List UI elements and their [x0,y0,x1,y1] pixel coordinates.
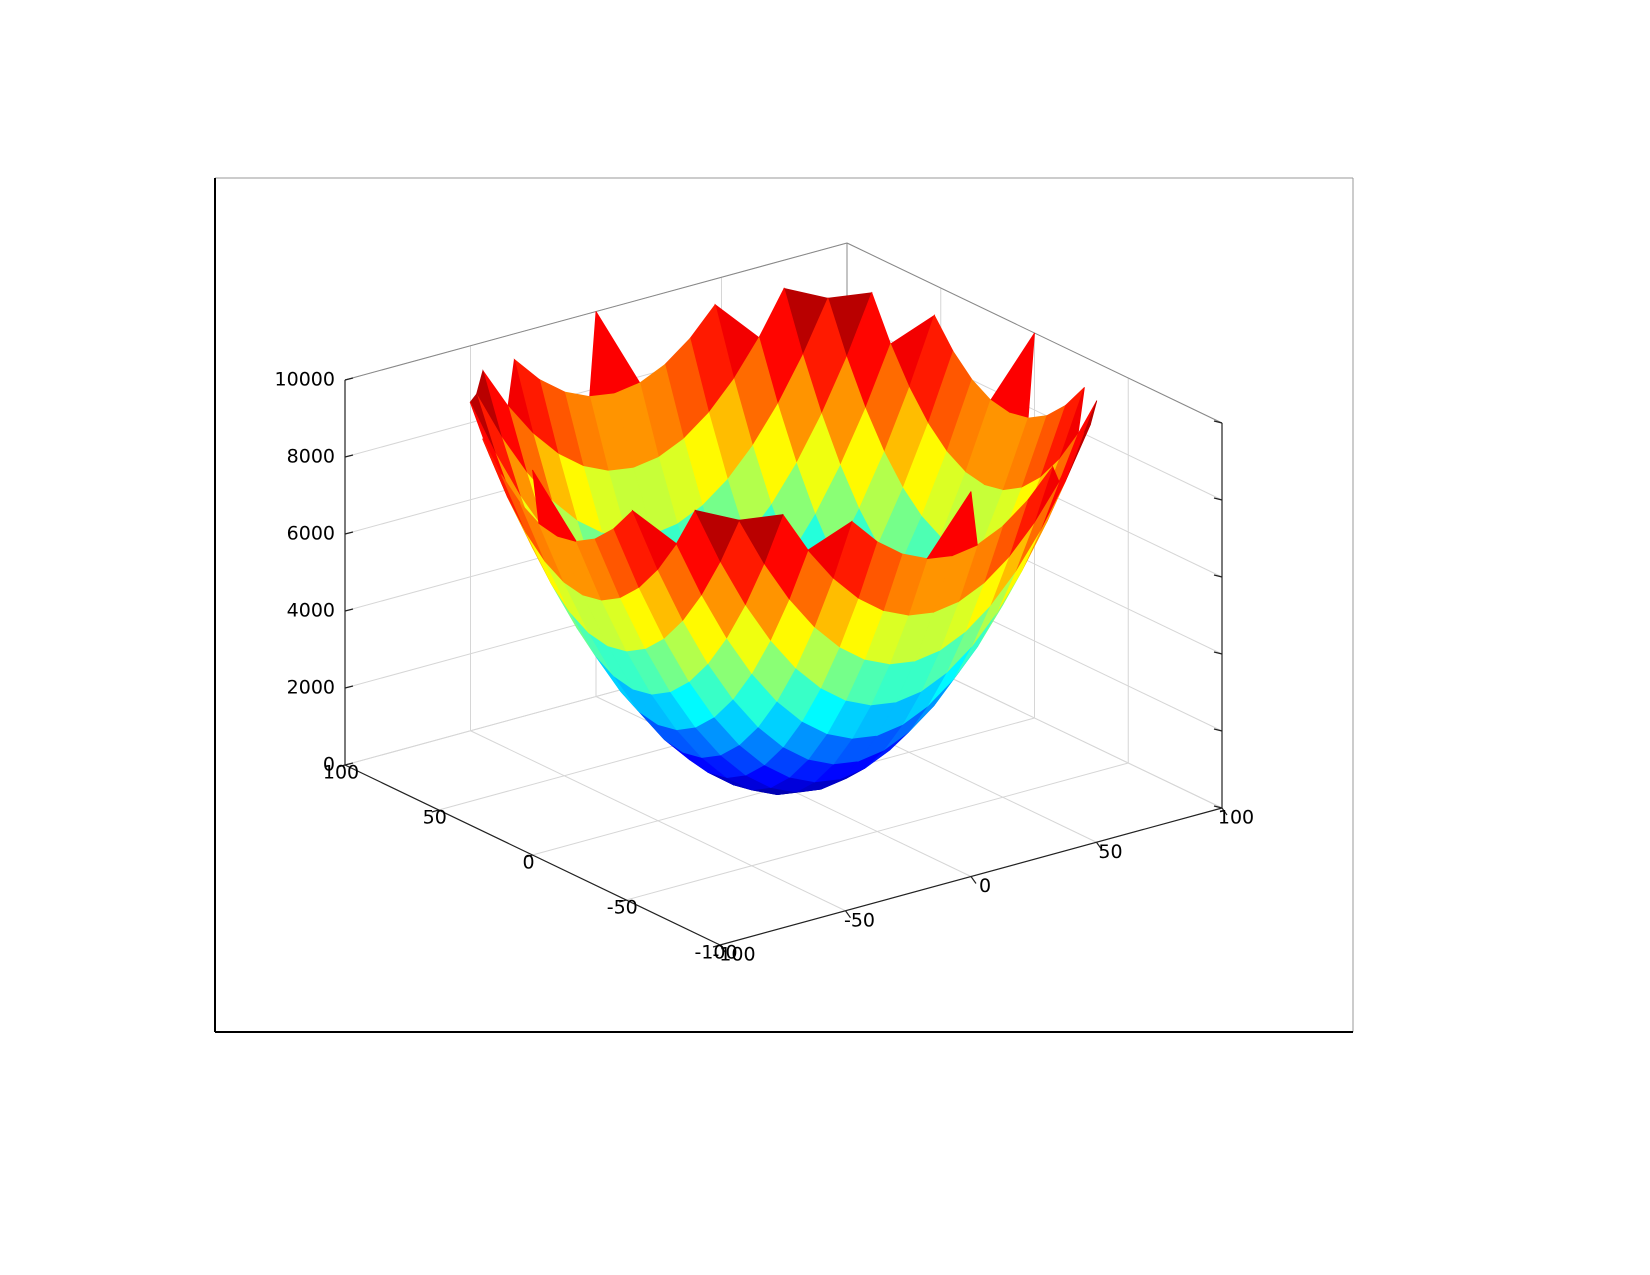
z-tick [344,377,354,381]
x-tick-label: -50 [844,909,875,931]
z-tick [344,608,354,612]
y-tick-label: -50 [607,897,638,919]
x-tick [1096,841,1102,850]
y-tick-label: 50 [423,807,447,829]
z-tick [344,531,354,535]
z-tick [344,762,354,766]
x-tick [719,944,726,953]
y-tick-label: 0 [522,852,534,874]
z-tick [1213,574,1223,578]
z-tick-label: 2000 [287,677,335,699]
surface-cell [631,509,678,571]
surface-cell [738,514,784,565]
y-tick [337,764,346,768]
x-tick [845,910,851,919]
z-tick-label: 4000 [287,600,335,622]
grid-line [626,762,1129,901]
z-tick-label: 6000 [287,523,335,545]
y-tick [431,809,439,813]
z-tick [1213,805,1223,809]
x-tick-label: 0 [979,875,991,897]
x-tick-label: 50 [1098,841,1122,863]
surface-cell [532,469,578,543]
x-tick-label: 100 [1218,807,1254,829]
z-tick [344,454,354,458]
z-tick [344,685,354,689]
z-tick [1213,651,1223,655]
x-tick [970,876,977,884]
z-tick [1213,497,1223,501]
surface-cell [694,509,740,563]
z-tick [1213,728,1223,732]
y-tick [619,899,627,903]
x-tick-label: -100 [712,944,755,966]
y-tick [712,944,721,948]
surface-cell [926,491,972,560]
axes: -100-50050100-100-5005010002000400060008… [275,369,1255,966]
z-tick-label: 10000 [275,369,335,391]
z-tick-label: 8000 [287,446,335,468]
surface-cell [807,520,853,579]
surface [469,287,1098,796]
y-tick-label: -100 [694,942,737,964]
y-tick [525,854,533,858]
x-tick [1221,807,1228,816]
z-tick [1213,420,1223,424]
y-tick-label: 100 [323,762,359,784]
z-tick-label: 0 [323,754,335,776]
